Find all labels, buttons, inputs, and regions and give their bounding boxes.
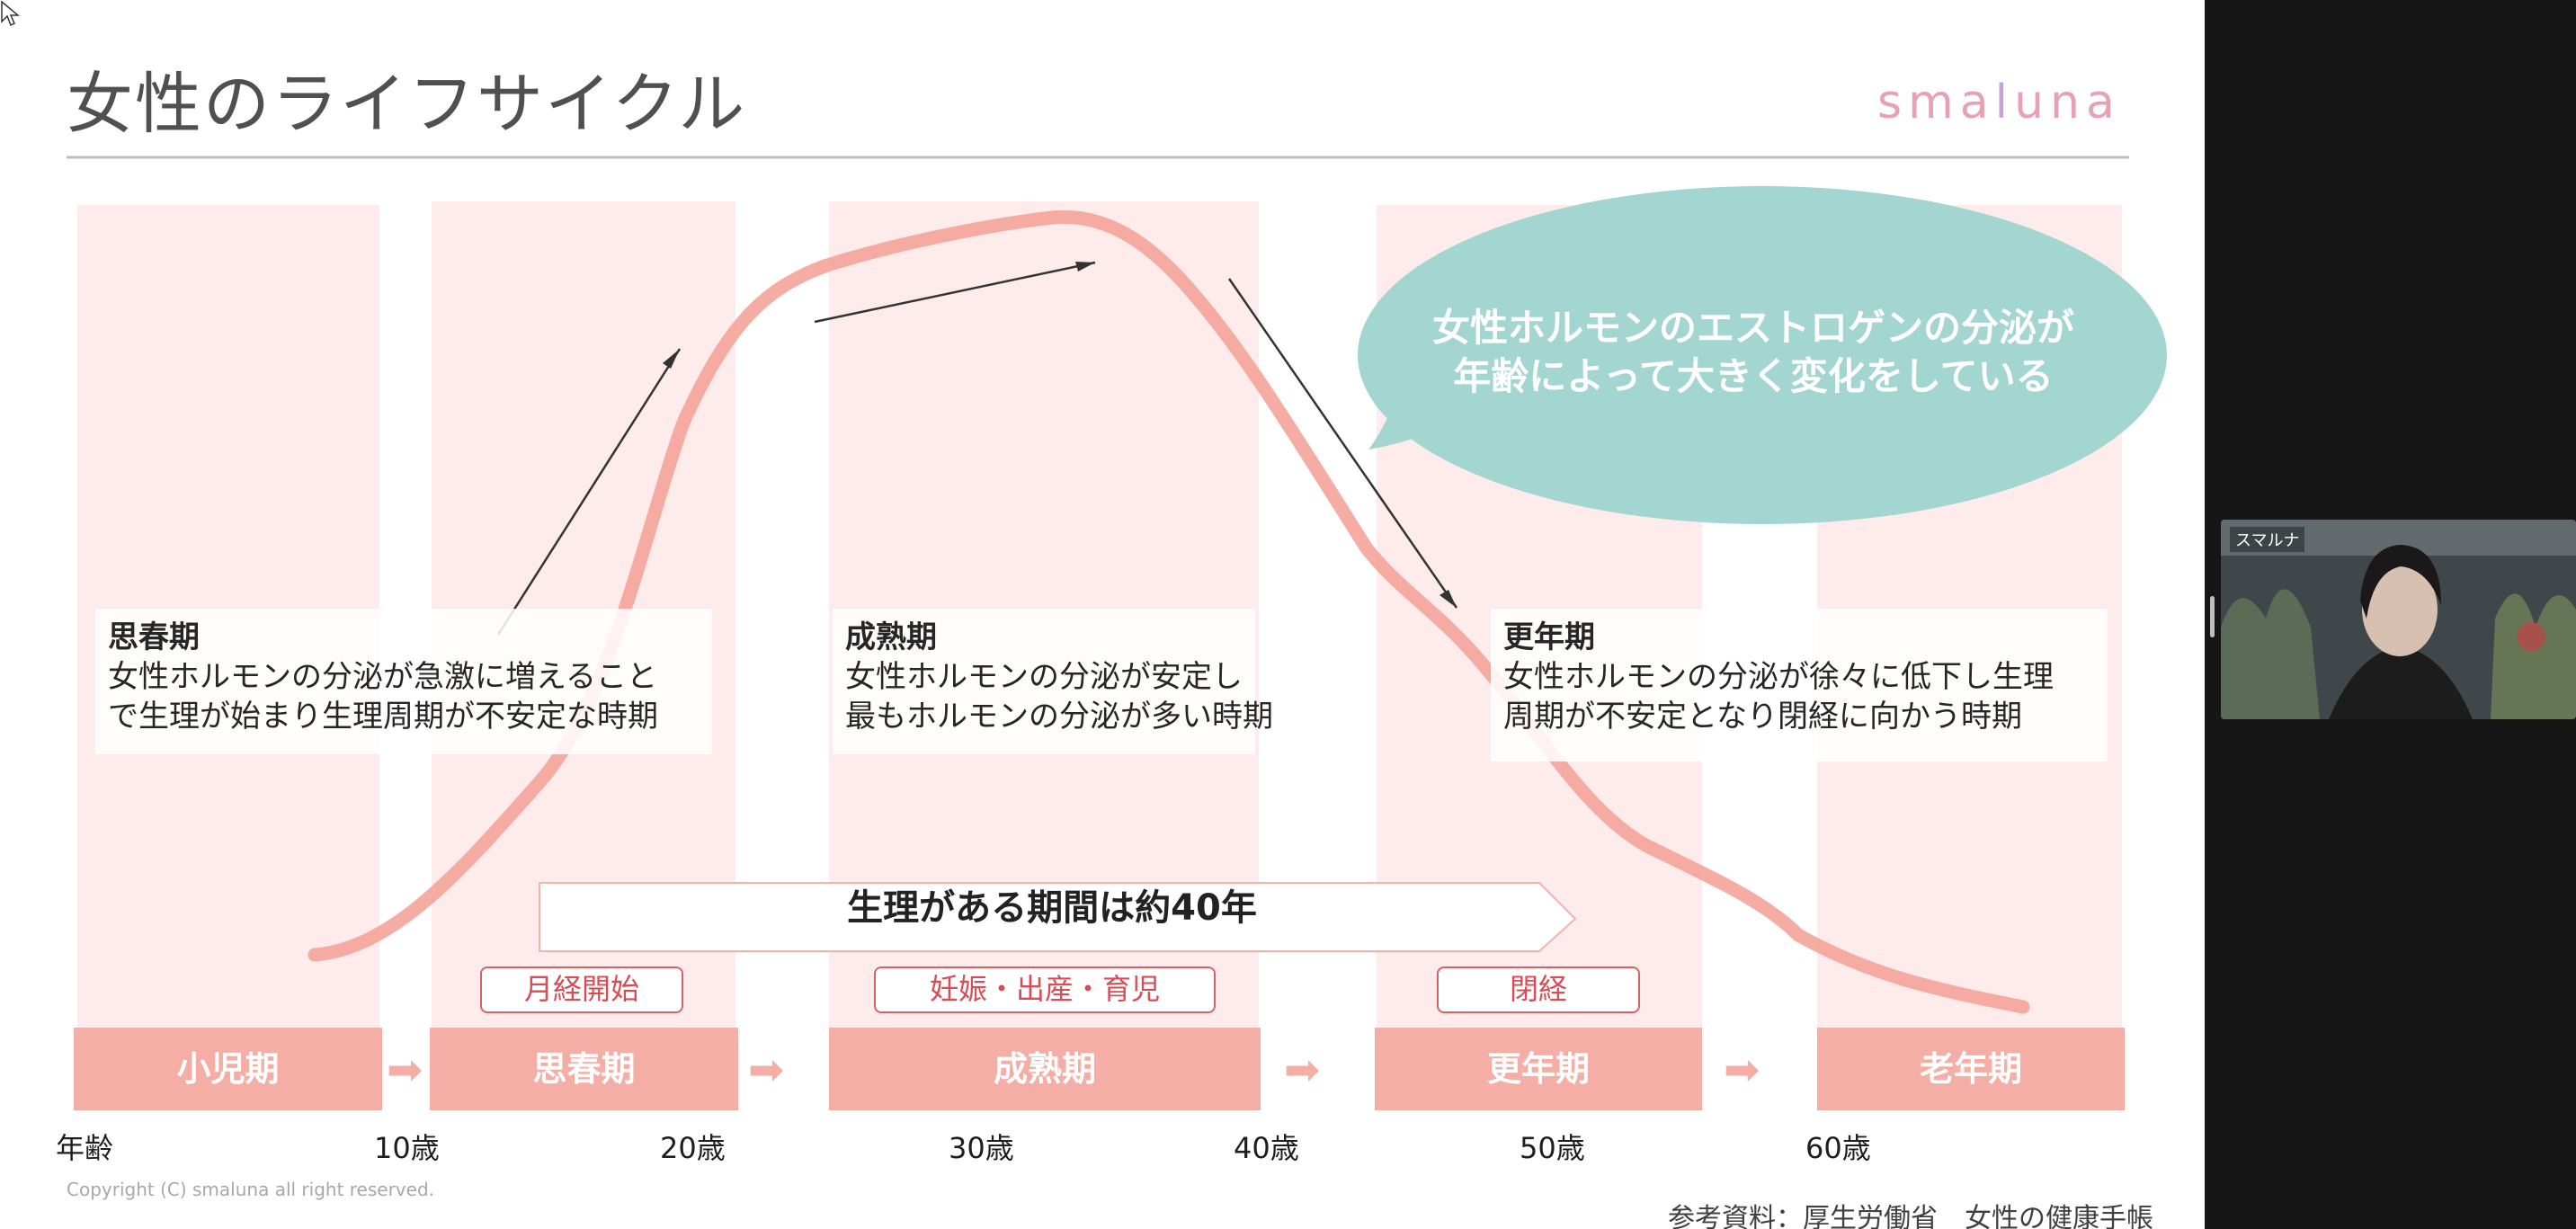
info-box-line: 女性ホルモンの分泌が安定し xyxy=(845,659,1243,695)
info-box-menopause: 更年期 女性ホルモンの分泌が徐々に低下し生理 周期が不安定となり閉経に向かう時期 xyxy=(1491,609,2108,761)
info-box-line: で生理が始まり生理周期が不安定な時期 xyxy=(108,699,658,735)
panel-resize-handle[interactable] xyxy=(2210,596,2215,637)
stage-arrow-icon: ➡ xyxy=(1284,1045,1321,1095)
stage-childhood: 小児期 xyxy=(74,1028,382,1110)
info-box-maturity: 成熟期 女性ホルモンの分泌が安定し 最もホルモンの分泌が多い時期 xyxy=(833,609,1273,754)
tag-menopause: 閉経 xyxy=(1437,966,1640,1013)
stage-arrow-icon: ➡ xyxy=(748,1045,785,1095)
stage-arrow-icon: ➡ xyxy=(387,1045,423,1095)
mouse-cursor-icon xyxy=(1,0,20,27)
stage-puberty: 思春期 xyxy=(430,1028,738,1110)
speech-bubble-text: 女性ホルモンのエストロゲンの分泌が 年齢によって大きく変化をしている xyxy=(1403,304,2104,401)
copyright-text: Copyright (C) smaluna all right reserved… xyxy=(67,1179,434,1200)
video-badge: スマルナ xyxy=(2230,527,2305,552)
trend-arrow-fall-head xyxy=(1440,590,1457,608)
age-tick-40: 40歳 xyxy=(1234,1131,1299,1165)
info-box-title: 更年期 xyxy=(1503,619,1595,655)
period-arrow-label: 生理がある期間は約40年 xyxy=(847,887,1257,929)
info-box-line: 女性ホルモンの分泌が徐々に低下し生理 xyxy=(1503,659,2054,695)
speech-bubble-line-1: 女性ホルモンのエストロゲンの分泌が xyxy=(1431,306,2074,350)
age-tick-50: 50歳 xyxy=(1520,1131,1585,1165)
age-axis-label: 年齢 xyxy=(56,1131,114,1165)
participant-video-icon xyxy=(2221,520,2576,719)
age-tick-10: 10歳 xyxy=(374,1131,440,1165)
info-box-title: 思春期 xyxy=(108,619,200,655)
brand-logo: smaluna xyxy=(1877,76,2121,129)
speech-bubble xyxy=(1358,186,2167,524)
info-box-line: 最もホルモンの分泌が多い時期 xyxy=(845,699,1273,735)
trend-arrow-fall xyxy=(1227,278,1458,609)
info-box-puberty: 思春期 女性ホルモンの分泌が急激に増えること で生理が始まり生理周期が不安定な時… xyxy=(95,609,712,754)
presentation-slide: 女性のライフサイクル smaluna 女性ホルモンのエストロゲンの分泌が 年齢に… xyxy=(0,0,2205,1229)
slide-title: 女性のライフサイクル xyxy=(67,66,747,143)
reference-text: 参考資料：厚生労働省 女性の健康手帳 xyxy=(1668,1203,2153,1229)
info-box-line: 女性ホルモンの分泌が急激に増えること xyxy=(108,659,657,695)
period-arrow-shape xyxy=(539,882,1577,952)
speech-bubble-line-2: 年齢によって大きく変化をしている xyxy=(1453,354,2054,398)
speech-bubble-tail xyxy=(1368,360,1475,450)
info-box-line: 周期が不安定となり閉経に向かう時期 xyxy=(1503,699,2022,735)
info-box-title: 成熟期 xyxy=(845,619,937,655)
age-tick-60: 60歳 xyxy=(1805,1131,1871,1165)
age-tick-30: 30歳 xyxy=(949,1131,1014,1165)
trend-arrow-peak xyxy=(814,261,1096,324)
stage-menopause: 更年期 xyxy=(1375,1028,1702,1110)
video-thumbnail[interactable]: スマルナ xyxy=(2221,520,2576,719)
stage-maturity: 成熟期 xyxy=(829,1028,1261,1110)
age-tick-20: 20歳 xyxy=(660,1131,726,1165)
tag-pregnancy: 妊娠・出産・育児 xyxy=(874,966,1216,1013)
stage-senescence: 老年期 xyxy=(1817,1028,2125,1110)
trend-arrow-rise xyxy=(496,348,682,636)
trend-arrow-rise-head xyxy=(663,349,680,369)
stage-arrow-icon: ➡ xyxy=(1724,1045,1760,1095)
tag-menarche: 月経開始 xyxy=(480,966,683,1013)
trend-arrow-peak-head xyxy=(1075,262,1095,272)
